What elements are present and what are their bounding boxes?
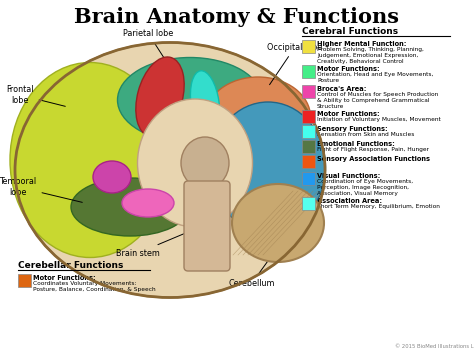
FancyBboxPatch shape: [302, 125, 315, 138]
Ellipse shape: [232, 184, 324, 262]
Text: Motor Functions:: Motor Functions:: [33, 275, 96, 281]
Ellipse shape: [136, 57, 184, 137]
FancyBboxPatch shape: [302, 197, 315, 210]
FancyBboxPatch shape: [18, 274, 31, 287]
Text: Higher Mental Function:: Higher Mental Function:: [317, 41, 407, 47]
Text: Motor Functions:: Motor Functions:: [317, 111, 380, 117]
Ellipse shape: [122, 189, 174, 217]
Text: Temporal
lobe: Temporal lobe: [0, 177, 82, 202]
Text: Visual Functions:: Visual Functions:: [317, 173, 380, 179]
Text: Parietal lobe: Parietal lobe: [123, 28, 173, 73]
Ellipse shape: [206, 77, 310, 157]
Ellipse shape: [191, 71, 219, 135]
Ellipse shape: [93, 161, 131, 193]
Ellipse shape: [210, 102, 326, 232]
Text: Broca's Area:: Broca's Area:: [317, 86, 366, 92]
FancyBboxPatch shape: [184, 181, 230, 271]
Text: Coordinates Voluntary Movements:
Posture, Balance, Coordination, & Speech: Coordinates Voluntary Movements: Posture…: [33, 281, 155, 292]
Text: Problem Solving, Thinking, Planning,
Judgement, Emotional Expression,
Creativity: Problem Solving, Thinking, Planning, Jud…: [317, 47, 424, 64]
Ellipse shape: [118, 58, 263, 142]
Text: Cerebellum: Cerebellum: [229, 249, 276, 288]
Text: Fight of Flight Response, Pain, Hunger: Fight of Flight Response, Pain, Hunger: [317, 147, 429, 152]
Text: Sensation from Skin and Muscles: Sensation from Skin and Muscles: [317, 132, 414, 137]
Text: Orientation, Head and Eye Movements,
Posture: Orientation, Head and Eye Movements, Pos…: [317, 72, 433, 83]
Text: Cerebral Functions: Cerebral Functions: [302, 27, 398, 36]
Text: Association Area:: Association Area:: [317, 198, 382, 204]
Text: Emotional Functions:: Emotional Functions:: [317, 141, 395, 147]
Text: Coordination of Eye Movements,
Perception, Image Recognition,
Association, Visua: Coordination of Eye Movements, Perceptio…: [317, 179, 413, 196]
Text: Occipital lobe: Occipital lobe: [267, 43, 323, 85]
Ellipse shape: [137, 99, 253, 227]
Text: © 2015 BioMed Illustrations LLC™: © 2015 BioMed Illustrations LLC™: [395, 344, 474, 349]
Text: Brain Anatomy & Functions: Brain Anatomy & Functions: [74, 7, 400, 27]
FancyBboxPatch shape: [302, 155, 315, 168]
Text: Short Term Memory, Equilibrium, Emotion: Short Term Memory, Equilibrium, Emotion: [317, 204, 440, 209]
Text: Sensory Association Functions: Sensory Association Functions: [317, 156, 430, 162]
FancyBboxPatch shape: [302, 65, 315, 78]
Text: Brain stem: Brain stem: [116, 228, 198, 257]
Text: Frontal
lobe: Frontal lobe: [6, 85, 65, 106]
FancyBboxPatch shape: [302, 85, 315, 98]
Text: Sensory Functions:: Sensory Functions:: [317, 126, 388, 132]
FancyBboxPatch shape: [302, 110, 315, 123]
FancyBboxPatch shape: [302, 40, 315, 53]
Ellipse shape: [181, 137, 229, 189]
Text: Initiation of Voluntary Muscles, Movement: Initiation of Voluntary Muscles, Movemen…: [317, 117, 441, 122]
FancyBboxPatch shape: [302, 172, 315, 185]
Ellipse shape: [71, 178, 189, 236]
Text: Cerebellar Functions: Cerebellar Functions: [18, 261, 123, 270]
Ellipse shape: [10, 62, 170, 257]
Text: Control of Muscles for Speech Production
& Ability to Comprehend Grammatical
Str: Control of Muscles for Speech Production…: [317, 92, 438, 109]
Ellipse shape: [15, 43, 325, 297]
Text: Motor Functions:: Motor Functions:: [317, 66, 380, 72]
FancyBboxPatch shape: [302, 140, 315, 153]
